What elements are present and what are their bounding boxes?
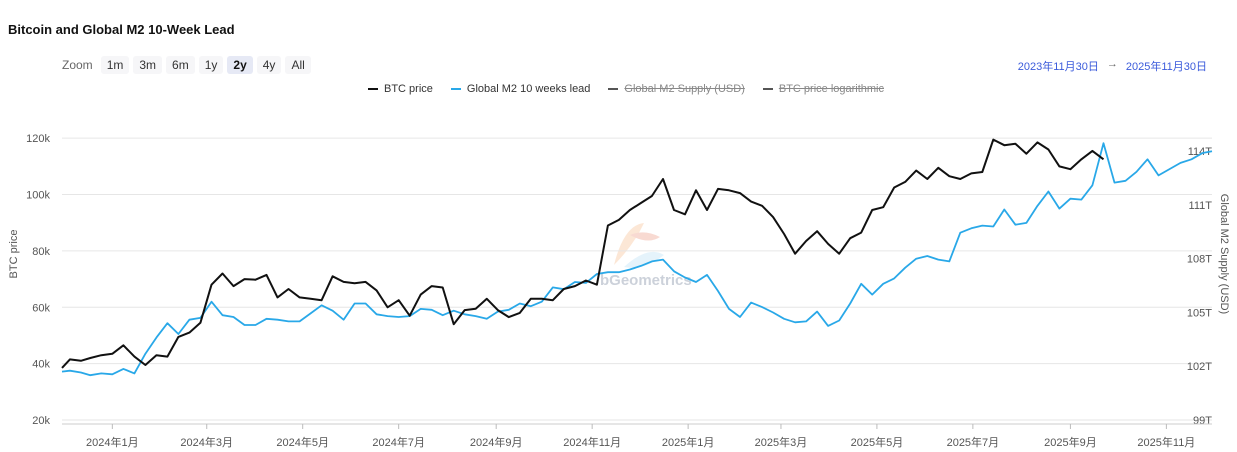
legend-swatch-btc-log [762,88,773,90]
legend-label: BTC price logarithmic [778,83,884,95]
legend-item-btc-log[interactable]: BTC price logarithmic [762,83,884,95]
y-axis-label: BTC price [8,230,20,279]
range-from-input[interactable]: 2023年11月30日 [1017,61,1099,73]
x-tick-label: 2024年11月 [563,435,621,449]
y2-tick-label: 99T [1193,415,1212,427]
legend-swatch-m2 [450,88,461,90]
x-tick-label: 2025年7月 [947,435,1000,449]
legend-swatch-btc [368,88,378,90]
y-tick-label: 60k [32,302,50,314]
y2-axis-label: Global M2 Supply (USD) [1218,194,1230,314]
y2-tick-label: 111T [1189,200,1213,212]
zoom-controls: Zoom 1m 3m 6m 1y 2y 4y All [62,56,311,74]
y2-tick-label: 105T [1187,307,1212,319]
x-tick-label: 2025年9月 [1044,435,1097,449]
watermark-text: bGeometrics [600,272,692,289]
x-tick-label: 2025年11月 [1137,435,1195,449]
legend-swatch-m2-supply [608,88,619,90]
x-tick-label: 2024年5月 [276,435,329,449]
legend-label: Global M2 Supply (USD) [624,83,745,95]
zoom-label: Zoom [62,58,93,72]
y-tick-label: 100k [26,190,50,202]
legend-label: Global M2 10 weeks lead [466,83,591,95]
series-line-btc-price [61,138,1105,369]
x-tick-label: 2025年3月 [755,435,808,449]
y2-tick-label: 102T [1187,361,1212,373]
y-tick-label: 80k [32,246,50,258]
y-tick-label: 40k [32,359,50,371]
y-tick-label: 20k [32,415,50,427]
legend-item-global-m2-supply[interactable]: Global M2 Supply (USD) [608,83,745,95]
x-tick-label: 2024年3月 [180,435,233,449]
zoom-button-6m[interactable]: 6m [166,56,195,74]
legend-label: BTC price [384,83,433,95]
zoom-button-2y[interactable]: 2y [227,56,253,74]
zoom-button-3m[interactable]: 3m [133,56,163,74]
x-tick-label: 2024年9月 [470,435,523,449]
x-tick-label: 2024年7月 [372,435,425,449]
range-to-input[interactable]: 2025年11月30日 [1125,61,1207,73]
y2-tick-label: 108T [1187,254,1212,266]
zoom-button-all[interactable]: All [285,56,311,74]
range-arrow: → [1106,58,1118,70]
legend-item-global-m2-lead[interactable]: Global M2 10 weeks lead [450,83,591,95]
x-tick-label: 2025年5月 [851,435,904,449]
zoom-button-1y[interactable]: 1y [198,56,224,74]
series-line-global-m2-lead [61,142,1213,377]
chart-title: Bitcoin and Global M2 10-Week Lead [8,22,235,37]
watermark-logo-icon [614,223,664,268]
y-tick-label: 120k [26,133,50,145]
zoom-button-1m[interactable]: 1m [100,56,130,74]
y2-tick-label: 114T [1188,146,1213,158]
zoom-button-4y[interactable]: 4y [256,56,282,74]
x-tick-label: 2025年1月 [662,435,715,449]
x-tick-label: 2024年1月 [86,435,139,449]
chart-legend: BTC price Global M2 10 weeks lead Global… [368,83,884,95]
date-range: 2023年11月30日 → 2025年11月30日 [1018,58,1207,74]
legend-item-btc-price[interactable]: BTC price [368,83,433,95]
